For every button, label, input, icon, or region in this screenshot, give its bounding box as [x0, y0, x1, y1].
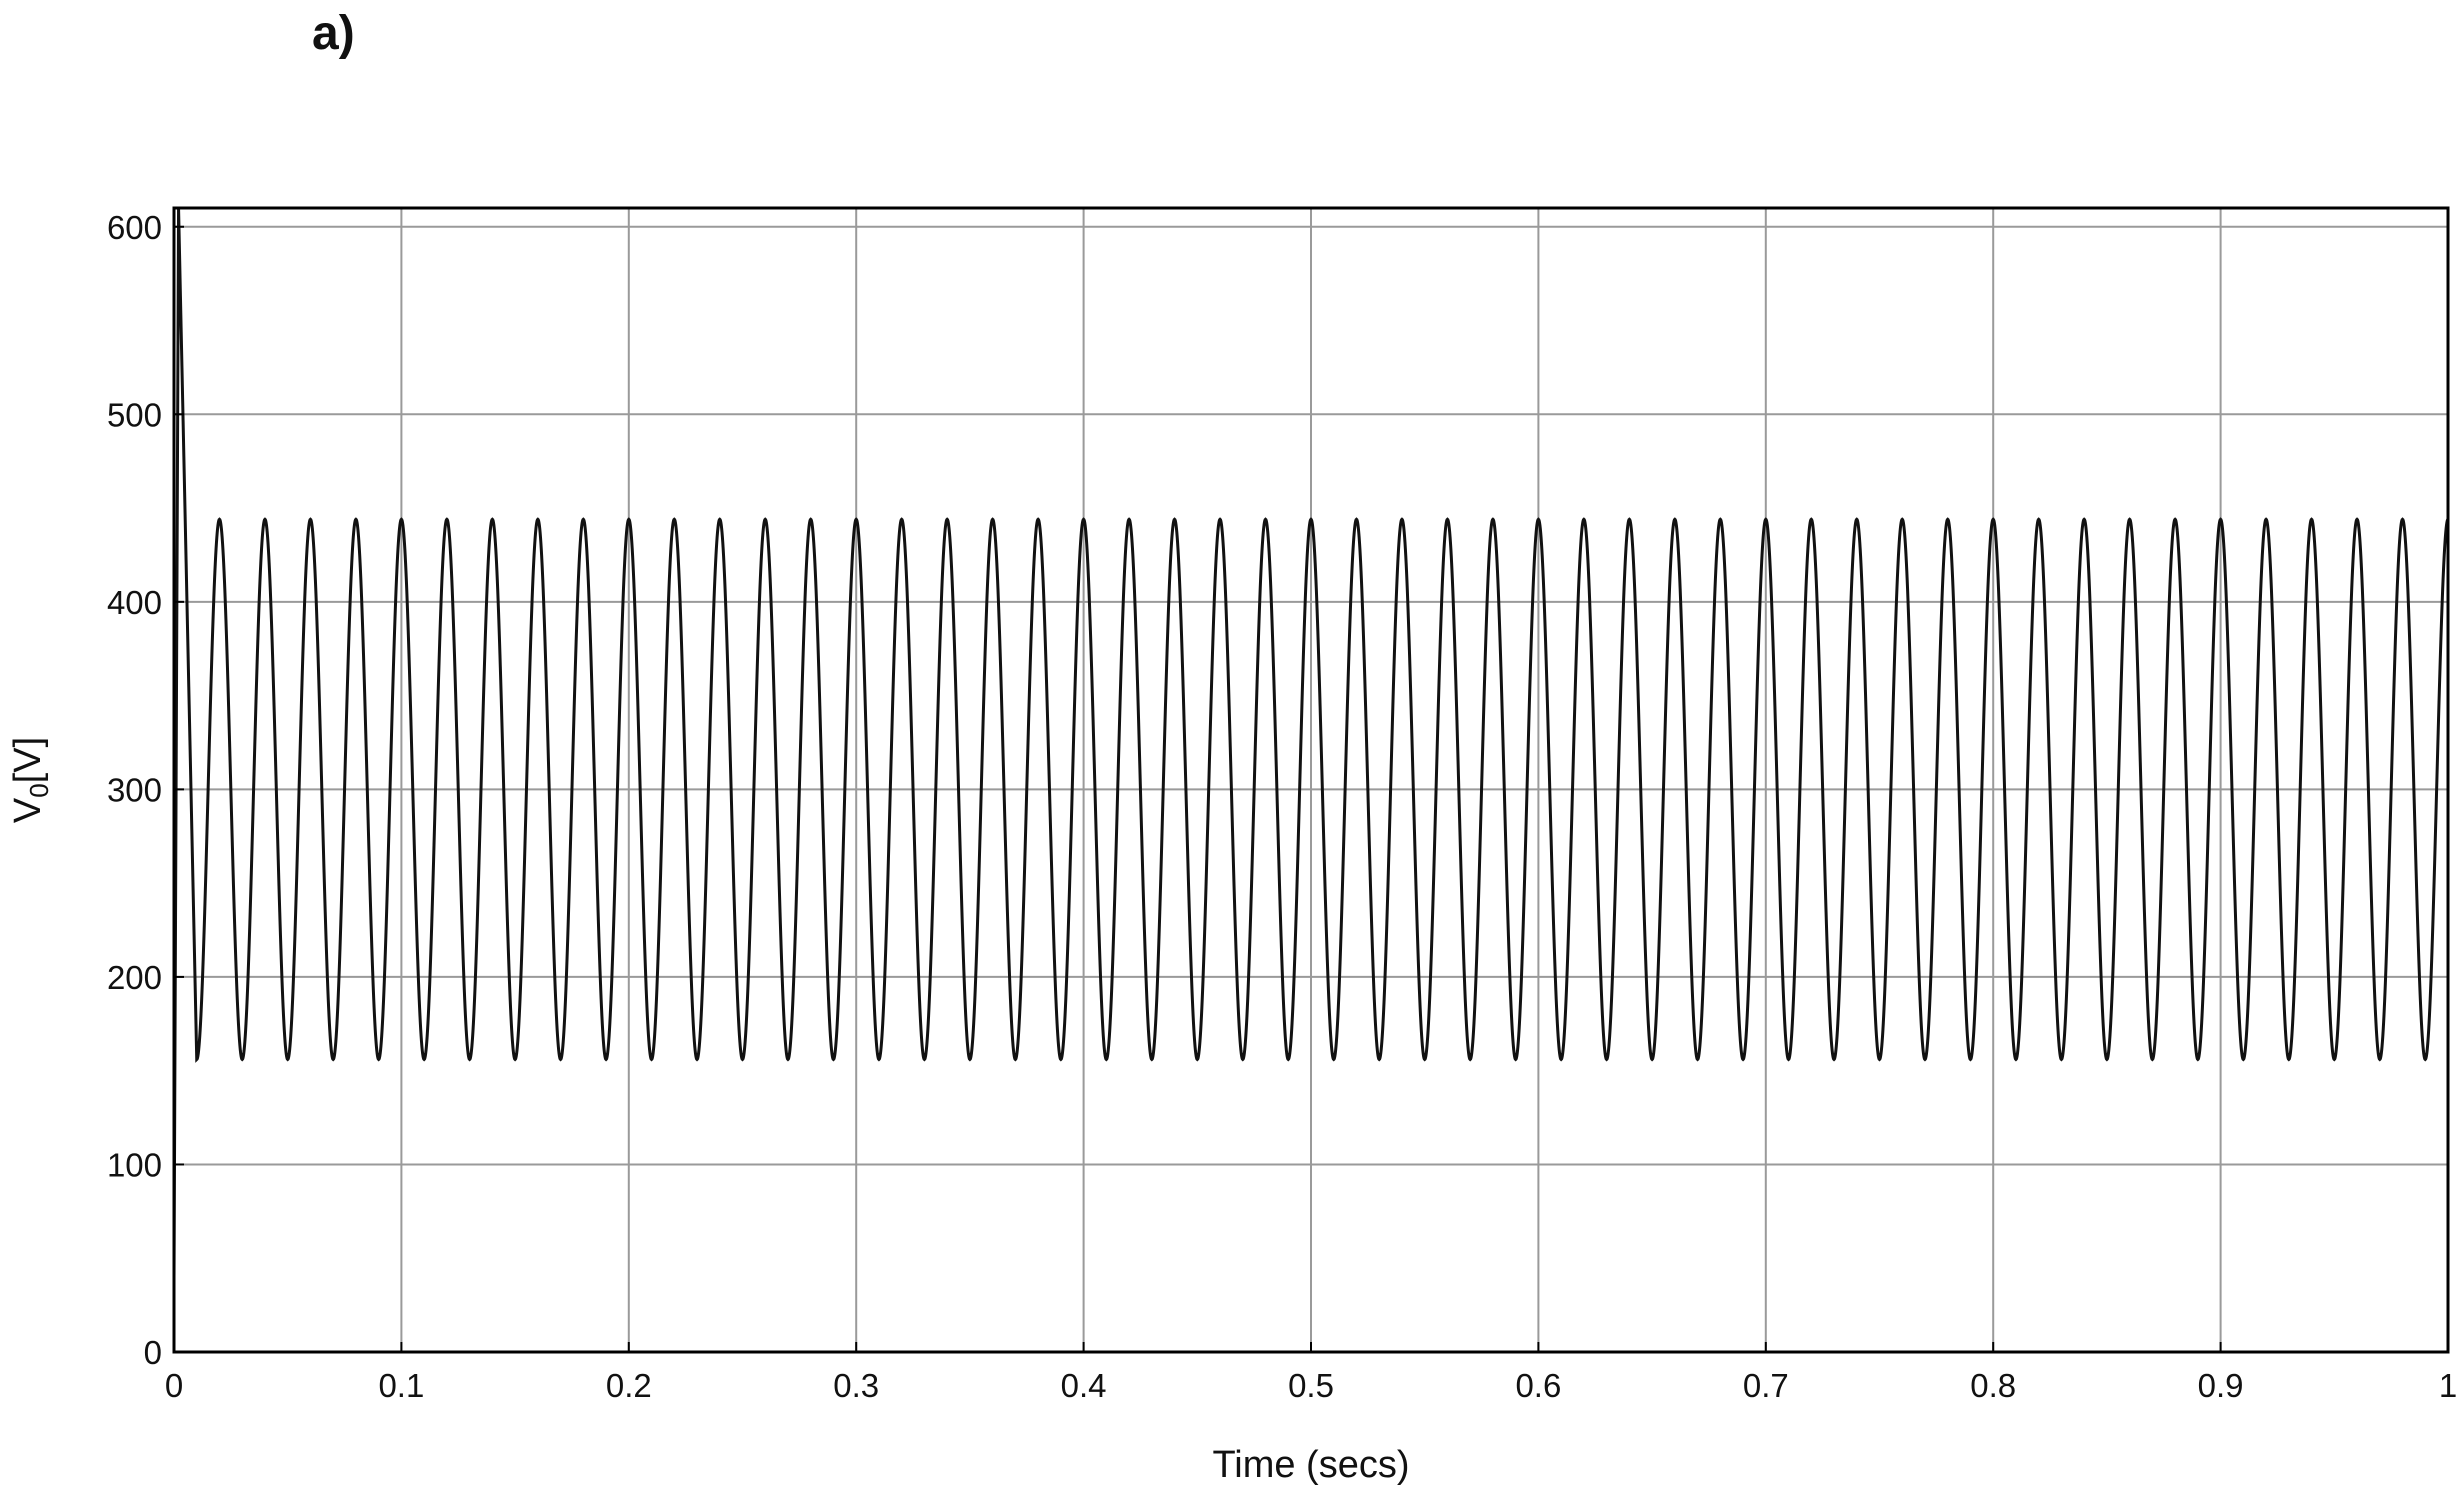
y-tick-label: 0 — [144, 1334, 162, 1371]
x-tick-label: 1 — [2439, 1367, 2457, 1404]
x-gridlines — [400, 208, 2222, 1352]
y-tick-label: 600 — [107, 209, 162, 246]
y-tick-label: 400 — [107, 584, 162, 621]
y-axis-ticks: 0 100 200 300 400 500 600 — [107, 209, 184, 1371]
x-tick-label: 0.5 — [1288, 1367, 1334, 1404]
y-axis-title-unit: [V] — [7, 737, 49, 783]
y-tick-label: 500 — [107, 396, 162, 433]
y-axis-title-subscript: 0 — [24, 783, 54, 797]
x-axis-title: Time (secs) — [1212, 1444, 1409, 1486]
x-tick-label: 0.3 — [833, 1367, 879, 1404]
y-tick-label: 200 — [107, 959, 162, 996]
y-axis-title: V0[V] — [7, 737, 54, 823]
y-gridlines — [174, 225, 2448, 1166]
x-axis-ticks: 0 0.1 0.2 0.3 0.4 0.5 0.6 0.7 0.8 0.9 1 — [165, 1342, 2457, 1404]
x-tick-label: 0.4 — [1061, 1367, 1107, 1404]
y-tick-label: 300 — [107, 771, 162, 808]
y-tick-label: 100 — [107, 1146, 162, 1183]
x-tick-label: 0.9 — [2198, 1367, 2244, 1404]
x-tick-label: 0.1 — [378, 1367, 424, 1404]
x-tick-label: 0.6 — [1515, 1367, 1561, 1404]
y-axis-title-main: V — [7, 797, 49, 823]
x-tick-label: 0 — [165, 1367, 183, 1404]
x-tick-label: 0.8 — [1970, 1367, 2016, 1404]
series-line-v0 — [172, 207, 2450, 1277]
panel-label: a) — [312, 7, 355, 60]
x-tick-label: 0.2 — [606, 1367, 652, 1404]
x-tick-label: 0.7 — [1743, 1367, 1789, 1404]
